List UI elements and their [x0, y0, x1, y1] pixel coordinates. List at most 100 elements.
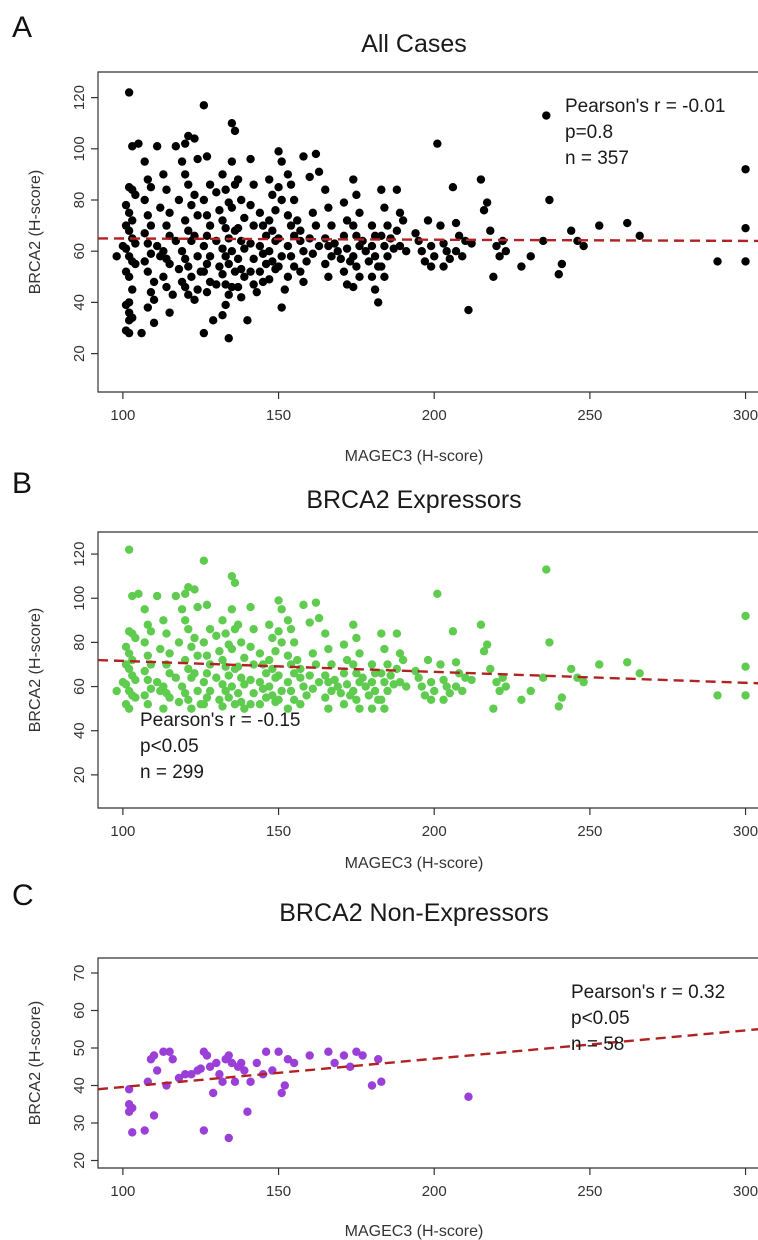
- chart-panel-b: B BRCA2 Expressors 100 150 200 250 300 20 40 60 80…: [12, 467, 758, 872]
- chart-title: All Cases: [361, 30, 467, 58]
- panel-letter: C: [12, 879, 34, 912]
- data-point: [289, 231, 299, 241]
- data-point: [305, 172, 314, 182]
- data-point: [165, 649, 174, 658]
- data-point: [124, 1107, 134, 1116]
- data-point: [448, 183, 458, 192]
- data-point: [124, 704, 134, 713]
- data-point: [159, 616, 168, 625]
- data-point: [165, 1047, 174, 1056]
- data-point: [118, 677, 128, 687]
- data-point: [224, 1133, 233, 1143]
- data-point: [221, 686, 230, 696]
- data-point: [202, 152, 212, 161]
- data-point: [177, 157, 187, 166]
- data-point: [174, 638, 184, 647]
- data-points: [112, 545, 750, 713]
- chart-panel-c: C BRCA2 Non-Expressors 100 150 200 250 300 20 30…: [12, 879, 758, 1240]
- data-point: [180, 170, 190, 179]
- data-point: [423, 655, 433, 665]
- data-point: [545, 638, 554, 647]
- data-point: [121, 642, 131, 652]
- data-point: [283, 677, 293, 687]
- data-point: [202, 211, 212, 220]
- data-point: [149, 1111, 159, 1120]
- data-point: [265, 247, 274, 256]
- data-point: [171, 673, 181, 682]
- data-point: [230, 578, 240, 587]
- data-point: [355, 704, 364, 713]
- data-point: [414, 673, 423, 682]
- data-point: [171, 236, 181, 246]
- data-point: [495, 252, 504, 261]
- data-point: [355, 649, 364, 658]
- data-point: [156, 203, 165, 212]
- data-point: [358, 236, 367, 246]
- y-tick-label: 40: [71, 1077, 88, 1094]
- data-point: [277, 1088, 286, 1098]
- data-point: [233, 688, 243, 698]
- data-point: [124, 316, 134, 325]
- data-point: [352, 1047, 361, 1056]
- data-point: [265, 655, 274, 665]
- data-point: [199, 1126, 209, 1135]
- data-point: [162, 185, 171, 194]
- data-point: [430, 686, 439, 696]
- x-tick-label: 200: [422, 823, 447, 840]
- data-point: [249, 688, 258, 698]
- data-point: [327, 686, 336, 696]
- data-point: [199, 267, 209, 276]
- data-point: [274, 596, 283, 605]
- data-point: [174, 264, 184, 274]
- data-point: [420, 691, 430, 700]
- data-point: [299, 247, 308, 256]
- data-point: [623, 218, 632, 228]
- data-point: [342, 655, 352, 665]
- data-point: [174, 195, 184, 205]
- data-point: [124, 226, 134, 235]
- data-point: [240, 704, 249, 713]
- y-tick-label: 120: [71, 85, 88, 110]
- data-point: [355, 272, 364, 281]
- data-point: [268, 633, 277, 643]
- data-point: [162, 629, 171, 638]
- data-point: [302, 257, 311, 266]
- data-point: [187, 272, 196, 281]
- data-point: [333, 682, 342, 691]
- data-point: [230, 1077, 240, 1086]
- data-point: [286, 221, 296, 230]
- x-axis-title: MAGEC3 (H-score): [345, 1223, 484, 1240]
- data-point: [324, 644, 333, 654]
- data-point: [277, 638, 286, 647]
- data-point: [442, 682, 451, 691]
- y-tick-label: 100: [71, 586, 88, 611]
- stat-annotation: p<0.05: [140, 736, 199, 757]
- data-point: [327, 221, 336, 230]
- data-point: [215, 262, 224, 271]
- data-point: [143, 267, 153, 276]
- data-point: [268, 190, 277, 200]
- data-point: [143, 651, 153, 660]
- data-point: [489, 272, 498, 281]
- data-point: [224, 693, 233, 702]
- data-point: [255, 267, 265, 276]
- data-point: [355, 208, 364, 217]
- data-point: [370, 285, 380, 294]
- data-point: [255, 208, 265, 217]
- data-point: [277, 252, 286, 261]
- data-point: [112, 252, 121, 261]
- y-axis-title: BRCA2 (H-score): [27, 608, 44, 732]
- data-point: [193, 651, 202, 660]
- data-point: [180, 139, 190, 148]
- data-point: [492, 677, 501, 687]
- data-point: [395, 241, 405, 251]
- data-point: [557, 259, 567, 269]
- data-point: [212, 673, 221, 682]
- data-point: [458, 252, 467, 261]
- stat-annotation: p=0.8: [565, 122, 613, 143]
- data-point: [426, 695, 436, 705]
- data-point: [255, 649, 265, 658]
- data-point: [134, 139, 143, 148]
- x-tick-label: 200: [422, 1183, 447, 1200]
- data-point: [380, 677, 389, 687]
